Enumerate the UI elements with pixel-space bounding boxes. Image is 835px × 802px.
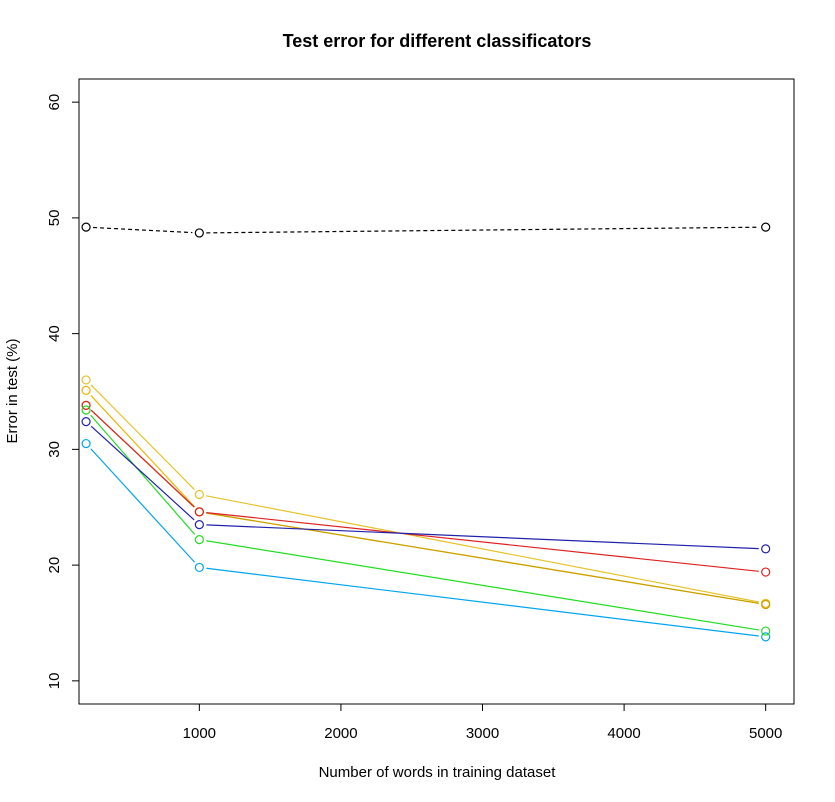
series-1-point-1 [194,489,204,500]
series-1-point-0 [81,375,91,385]
series-0-segment-0 [93,226,193,234]
y-tick-label-1: 20 [46,557,63,574]
series-4-point-0 [81,400,91,410]
y-tick-label-4: 50 [46,210,63,227]
x-axis: 1000 2000 3000 4000 5000 [183,703,782,742]
series-5-point-0 [81,438,91,449]
series-2-segment-0 [90,395,196,508]
series-4-point-1 [194,507,204,517]
series-4-point-2 [761,567,771,577]
series-2-point-0 [81,385,91,395]
series-0-point-1 [194,228,204,238]
series-4-segment-0 [90,409,195,508]
series-0-point-0 [81,222,91,232]
series-6-point-0 [81,405,91,415]
series-7-point-2 [761,544,771,554]
series-1 [81,375,771,608]
y-tick-label-0: 10 [46,673,63,690]
series-3-segment-1 [206,512,759,604]
y-tick-label-3: 40 [46,325,63,342]
series-6-point-1 [194,535,204,545]
series-7-segment-1 [206,524,759,550]
chart-title: Test error for different classificators [283,31,592,51]
series-7-segment-0 [90,425,195,521]
series-6 [81,405,771,636]
series-4-segment-1 [206,512,759,572]
x-axis-label: Number of words in training dataset [319,764,557,781]
y-tick-label-2: 30 [46,441,63,458]
series-5 [81,438,771,642]
series-6-segment-0 [90,414,196,535]
series-5-segment-1 [206,567,759,637]
x-tick-label-3: 4000 [607,725,640,742]
series-0 [81,222,771,238]
x-tick-label-1: 2000 [324,725,357,742]
y-axis: 10 20 30 40 50 60 [46,94,80,690]
plot-frame [78,78,795,705]
series-7-point-0 [81,416,91,427]
series-6-segment-1 [206,540,759,631]
x-tick-label-4: 5000 [749,725,782,742]
y-tick-label-5: 60 [46,94,63,111]
series-4 [81,400,771,577]
series-1-segment-0 [90,384,195,490]
series-0-point-2 [761,222,771,232]
series-3 [81,400,771,610]
series-7-point-1 [194,520,204,530]
series-1-segment-1 [206,495,759,603]
x-tick-label-2: 3000 [466,725,499,742]
y-axis-label: Error in test (%) [4,338,21,443]
series-layer [81,222,771,642]
x-tick-label-0: 1000 [183,725,216,742]
series-2 [81,385,771,610]
series-7 [81,416,771,554]
series-5-segment-0 [90,448,196,563]
series-5-point-1 [194,562,204,573]
series-6-point-2 [761,626,771,636]
series-5-point-2 [761,632,771,642]
series-3-point-2 [761,599,771,610]
series-0-segment-1 [206,226,759,234]
